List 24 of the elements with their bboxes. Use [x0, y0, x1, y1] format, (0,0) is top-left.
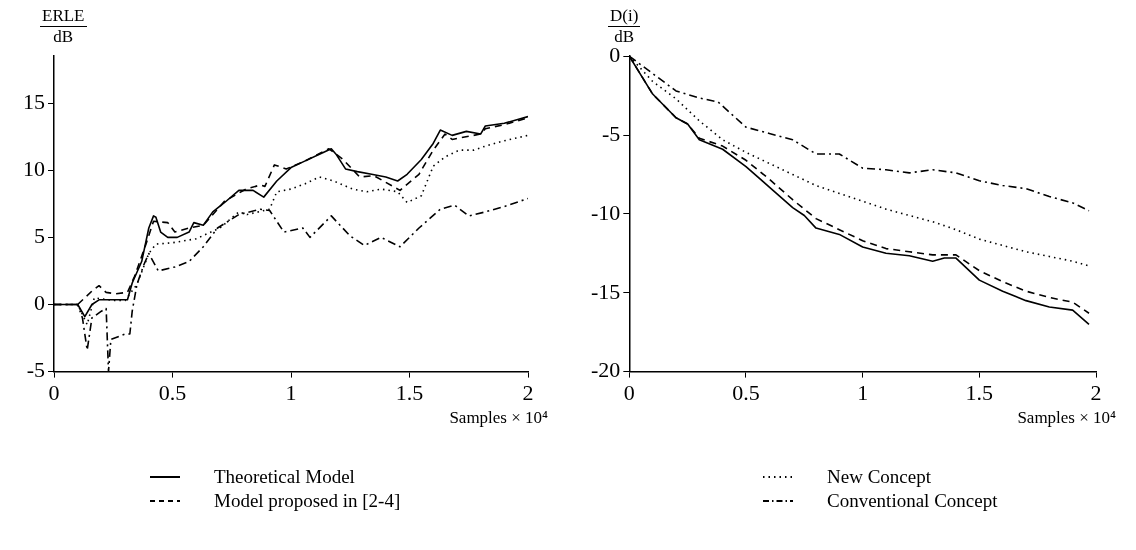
- y-tick-label: 15: [23, 88, 45, 114]
- y-tick-label: 5: [34, 223, 45, 249]
- y-tick-label: -15: [591, 278, 621, 304]
- x-tick-label: 0.5: [732, 379, 760, 405]
- y-tick-label: -10: [591, 199, 621, 225]
- y-tick-label: -20: [591, 357, 621, 383]
- y-tick-label: -5: [26, 357, 45, 383]
- x-axis-title: Samples × 10⁴: [1017, 408, 1116, 428]
- legend-label: Theoretical Model: [214, 466, 355, 488]
- y-tick-label: 10: [23, 156, 45, 182]
- legend-label: New Concept: [827, 466, 931, 488]
- x-tick-label: 2: [1090, 379, 1102, 405]
- y-axis-title: ERLE dB: [41, 6, 86, 47]
- legend-label: Model proposed in [2-4]: [214, 490, 401, 512]
- x-axis-title: Samples × 10⁴: [449, 408, 548, 428]
- y-tick-label: 0: [34, 290, 45, 316]
- x-tick-label: 1: [285, 379, 297, 405]
- x-tick-label: 0.5: [158, 379, 187, 405]
- legend-label: Conventional Concept: [827, 490, 998, 512]
- y-tick-label: -5: [602, 120, 621, 146]
- x-tick-label: 1.5: [395, 379, 424, 405]
- x-tick-label: 2: [522, 379, 534, 405]
- x-tick-label: 1: [857, 379, 869, 405]
- x-tick-label: 1.5: [965, 379, 994, 405]
